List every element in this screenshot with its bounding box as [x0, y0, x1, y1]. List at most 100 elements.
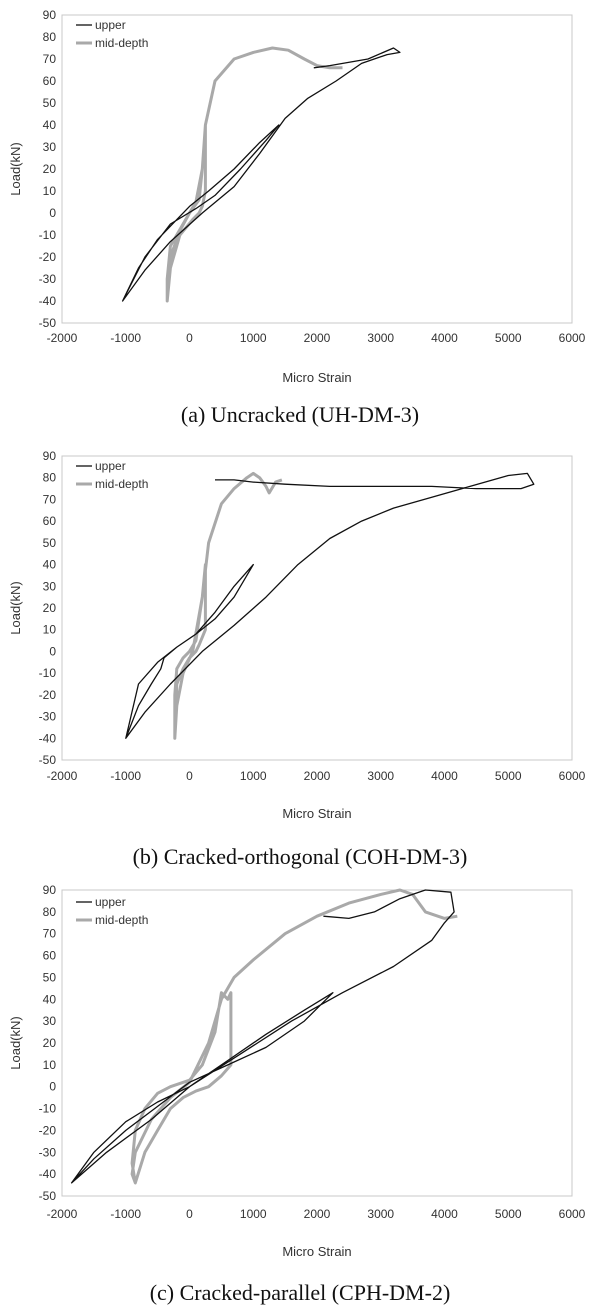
chart-cracked-orthogonal: -2000 -1000 0 1000 2000 3000 4000 5000 6000 90 80 7…: [8, 449, 586, 821]
y-tick-label: 10: [43, 1058, 57, 1072]
x-tick-label: 0: [186, 1207, 193, 1221]
x-tick-label: 4000: [431, 769, 458, 783]
y-tick-label: 80: [43, 30, 57, 44]
y-tick-label: 40: [43, 992, 57, 1006]
y-tick-label: 90: [43, 883, 57, 897]
series-line-upper: [121, 47, 401, 302]
y-tick-label: -30: [39, 1145, 57, 1159]
y-tick-label: -30: [39, 272, 57, 286]
y-tick-label: 20: [43, 1036, 57, 1050]
y-tick-label: 40: [43, 118, 57, 132]
y-tick-label: 80: [43, 471, 57, 485]
x-axis-title: Micro Strain: [282, 806, 351, 821]
y-tick-label: 40: [43, 558, 57, 572]
y-tick-label: -10: [39, 1102, 57, 1116]
y-tick-label: 0: [49, 644, 56, 658]
x-tick-label: 2000: [304, 331, 331, 345]
x-tick-label: 1000: [240, 769, 267, 783]
y-tick-label: 50: [43, 536, 57, 550]
series-line-mid-depth: [130, 888, 458, 1185]
x-tick-label: -2000: [47, 331, 78, 345]
legend-label-mid-depth: mid-depth: [95, 477, 148, 491]
chart-cracked-parallel: -2000 -1000 0 1000 2000 3000 4000 5000 6000 90 80 7…: [8, 883, 586, 1259]
x-tick-label: 3000: [367, 769, 394, 783]
y-tick-label: 0: [49, 1080, 56, 1094]
y-tick-label: 20: [43, 162, 57, 176]
x-tick-label: 0: [186, 331, 193, 345]
x-tick-label: 1000: [240, 1207, 267, 1221]
y-tick-label: 30: [43, 579, 57, 593]
y-tick-label: -50: [39, 1189, 57, 1203]
y-tick-label: -50: [39, 316, 57, 330]
x-tick-label: 0: [186, 769, 193, 783]
caption-cracked-parallel: (c) Cracked-parallel (CPH-DM-2): [150, 1280, 451, 1305]
legend-label-upper: upper: [95, 895, 126, 909]
y-tick-label: 70: [43, 52, 57, 66]
x-tick-label: 6000: [559, 1207, 586, 1221]
y-axis-title: Load(kN): [8, 581, 23, 634]
x-tick-label: 2000: [304, 769, 331, 783]
y-tick-label: 50: [43, 970, 57, 984]
x-tick-label: 1000: [240, 331, 267, 345]
legend-label-mid-depth: mid-depth: [95, 36, 148, 50]
caption-cracked-orthogonal: (b) Cracked-orthogonal (COH-DM-3): [133, 844, 468, 869]
y-tick-label: 60: [43, 74, 57, 88]
x-axis-title: Micro Strain: [282, 1244, 351, 1259]
caption-uncracked: (a) Uncracked (UH-DM-3): [181, 402, 419, 427]
x-tick-label: -1000: [110, 769, 141, 783]
y-tick-label: -20: [39, 688, 57, 702]
y-tick-label: 60: [43, 949, 57, 963]
y-tick-label: 30: [43, 140, 57, 154]
x-tick-label: -2000: [47, 769, 78, 783]
y-tick-label: 90: [43, 449, 57, 463]
y-tick-label: -10: [39, 666, 57, 680]
series-line-mid-depth: [165, 46, 343, 303]
y-tick-label: 10: [43, 623, 57, 637]
y-tick-label: 90: [43, 8, 57, 22]
y-tick-label: -20: [39, 250, 57, 264]
y-tick-label: 60: [43, 514, 57, 528]
x-tick-label: 4000: [431, 1207, 458, 1221]
y-tick-label: 20: [43, 601, 57, 615]
y-tick-label: 70: [43, 927, 57, 941]
x-tick-label: 5000: [495, 769, 522, 783]
y-tick-label: -50: [39, 753, 57, 767]
x-tick-label: 3000: [367, 1207, 394, 1221]
y-tick-label: -40: [39, 294, 57, 308]
y-tick-label: 80: [43, 905, 57, 919]
series-line-mid-depth: [173, 471, 283, 740]
y-tick-label: -10: [39, 228, 57, 242]
y-axis-title: Load(kN): [8, 1016, 23, 1069]
y-tick-label: 70: [43, 492, 57, 506]
legend-label-mid-depth: mid-depth: [95, 913, 148, 927]
y-tick-label: -30: [39, 710, 57, 724]
y-tick-label: 10: [43, 184, 57, 198]
series-line-upper: [125, 472, 535, 739]
x-tick-label: -2000: [47, 1207, 78, 1221]
y-tick-label: 50: [43, 96, 57, 110]
y-tick-label: -40: [39, 731, 57, 745]
x-tick-label: -1000: [110, 1207, 141, 1221]
x-axis-title: Micro Strain: [282, 370, 351, 385]
x-tick-label: 6000: [559, 769, 586, 783]
plot-frame: [61, 889, 573, 1197]
legend-label-upper: upper: [95, 18, 126, 32]
plot-frame: [61, 455, 573, 761]
x-tick-label: 5000: [495, 331, 522, 345]
x-tick-label: 4000: [431, 331, 458, 345]
x-tick-label: 6000: [559, 331, 586, 345]
x-tick-label: 3000: [367, 331, 394, 345]
chart-uncracked: -2000 -1000 0 1000 2000 3000 4000 5000 6000 90 80 7…: [8, 8, 586, 385]
x-tick-label: 5000: [495, 1207, 522, 1221]
y-tick-label: 30: [43, 1014, 57, 1028]
y-tick-label: -40: [39, 1167, 57, 1181]
plot-frame: [61, 14, 573, 324]
legend-label-upper: upper: [95, 459, 126, 473]
y-tick-label: -20: [39, 1123, 57, 1137]
y-axis-title: Load(kN): [8, 142, 23, 195]
x-tick-label: 2000: [304, 1207, 331, 1221]
y-tick-label: 0: [49, 206, 56, 220]
series-line-upper: [70, 889, 455, 1184]
x-tick-label: -1000: [110, 331, 141, 345]
